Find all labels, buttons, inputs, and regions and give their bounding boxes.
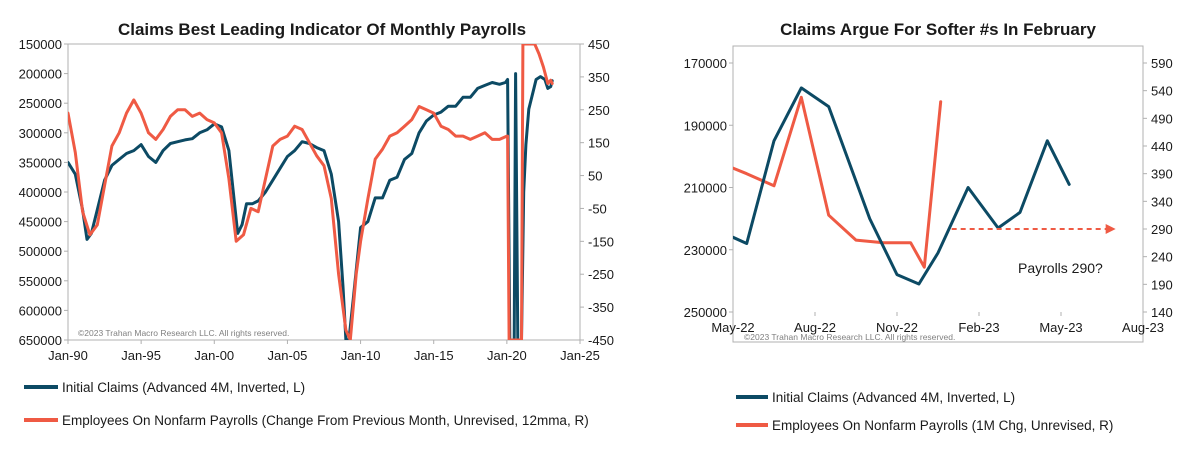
- chart1-axes: 150000 200000 250000 300000 350000 400000 4500…: [19, 37, 614, 363]
- chart2-legend-label-claims: Initial Claims (Advanced 4M, Inverted, L…: [772, 390, 1015, 405]
- chart2-title: Claims Argue For Softer #s In February: [780, 20, 1096, 39]
- x-tick-label: Jan-95: [121, 348, 161, 363]
- payrolls-series-line: [733, 95, 943, 269]
- y-right-tick-label: 50: [588, 169, 602, 184]
- y-left-tick-label: 600000: [19, 303, 62, 318]
- chart2-annotation: Payrolls 290?: [1018, 260, 1103, 276]
- y-right-tick-label: 290: [1151, 222, 1173, 237]
- x-tick-label: Jan-90: [48, 348, 88, 363]
- y-right-tick-label: -450: [588, 333, 614, 348]
- x-tick-label: May-22: [711, 320, 754, 335]
- chart2-axes: 170000 190000 210000 230000 250000 590 540 490 4…: [684, 56, 1173, 335]
- claims-series-line: [68, 72, 554, 340]
- y-right-tick-label: 340: [1151, 194, 1173, 209]
- x-tick-label: Jan-10: [341, 348, 381, 363]
- x-tick-label: Jan-25: [560, 348, 600, 363]
- y-left-tick-label: 250000: [19, 96, 62, 111]
- x-tick-label: Nov-22: [876, 320, 918, 335]
- y-right-tick-label: 140: [1151, 305, 1173, 320]
- y-right-tick-label: -250: [588, 267, 614, 282]
- y-left-tick-label: 500000: [19, 244, 62, 259]
- y-left-tick-label: 150000: [19, 37, 62, 52]
- y-right-tick-label: 240: [1151, 250, 1173, 265]
- x-tick-label: Jan-05: [268, 348, 308, 363]
- y-right-tick-label: 250: [588, 103, 610, 118]
- y-left-tick-label: 450000: [19, 215, 62, 230]
- y-left-tick-label: 230000: [684, 243, 727, 258]
- x-tick-label: May-23: [1039, 320, 1082, 335]
- y-left-tick-label: 210000: [684, 181, 727, 196]
- payrolls-series-line: [68, 44, 554, 340]
- x-tick-label: Feb-23: [958, 320, 999, 335]
- chart2-series: [733, 86, 1116, 286]
- chart2-copyright: ©2023 Trahan Macro Research LLC. All rig…: [744, 332, 955, 342]
- y-left-tick-label: 190000: [684, 118, 727, 133]
- y-left-tick-label: 400000: [19, 185, 62, 200]
- y-right-tick-label: 450: [588, 37, 610, 52]
- chart1-title: Claims Best Leading Indicator Of Monthly…: [118, 20, 526, 39]
- y-right-tick-label: 150: [588, 136, 610, 151]
- chart1-series: [68, 44, 554, 340]
- y-right-tick-label: 190: [1151, 277, 1173, 292]
- chart2-plot-frame: [732, 45, 1144, 343]
- y-right-tick-label: -150: [588, 234, 614, 249]
- y-left-tick-label: 200000: [19, 67, 62, 82]
- y-left-tick-label: 250000: [684, 305, 727, 320]
- claims-series-line: [733, 86, 1071, 286]
- chart1-legend-label-claims: Initial Claims (Advanced 4M, Inverted, L…: [62, 380, 305, 395]
- y-left-tick-label: 170000: [684, 56, 727, 71]
- chart2-legend-label-payrolls: Employees On Nonfarm Payrolls (1M Chg, U…: [772, 418, 1113, 433]
- y-right-tick-label: 590: [1151, 56, 1173, 71]
- y-right-tick-label: 350: [588, 70, 610, 85]
- y-right-tick-label: -50: [588, 201, 607, 216]
- y-left-tick-label: 350000: [19, 155, 62, 170]
- y-left-tick-label: 650000: [19, 333, 62, 348]
- chart1-plot-frame: [67, 43, 581, 341]
- chart1-copyright: ©2023 Trahan Macro Research LLC. All rig…: [78, 328, 289, 338]
- x-tick-label: Jan-20: [487, 348, 527, 363]
- x-tick-label: Aug-23: [1122, 320, 1164, 335]
- y-right-tick-label: -350: [588, 300, 614, 315]
- annotation-arrowhead: [1105, 224, 1116, 234]
- y-right-tick-label: 540: [1151, 84, 1173, 99]
- x-tick-label: Jan-00: [194, 348, 234, 363]
- chart1-legend-label-payrolls: Employees On Nonfarm Payrolls (Change Fr…: [62, 413, 589, 428]
- y-left-tick-label: 550000: [19, 274, 62, 289]
- x-tick-label: Aug-22: [794, 320, 836, 335]
- y-right-tick-label: 390: [1151, 167, 1173, 182]
- x-tick-label: Jan-15: [414, 348, 454, 363]
- y-left-tick-label: 300000: [19, 126, 62, 141]
- y-right-tick-label: 490: [1151, 111, 1173, 126]
- y-right-tick-label: 440: [1151, 139, 1173, 154]
